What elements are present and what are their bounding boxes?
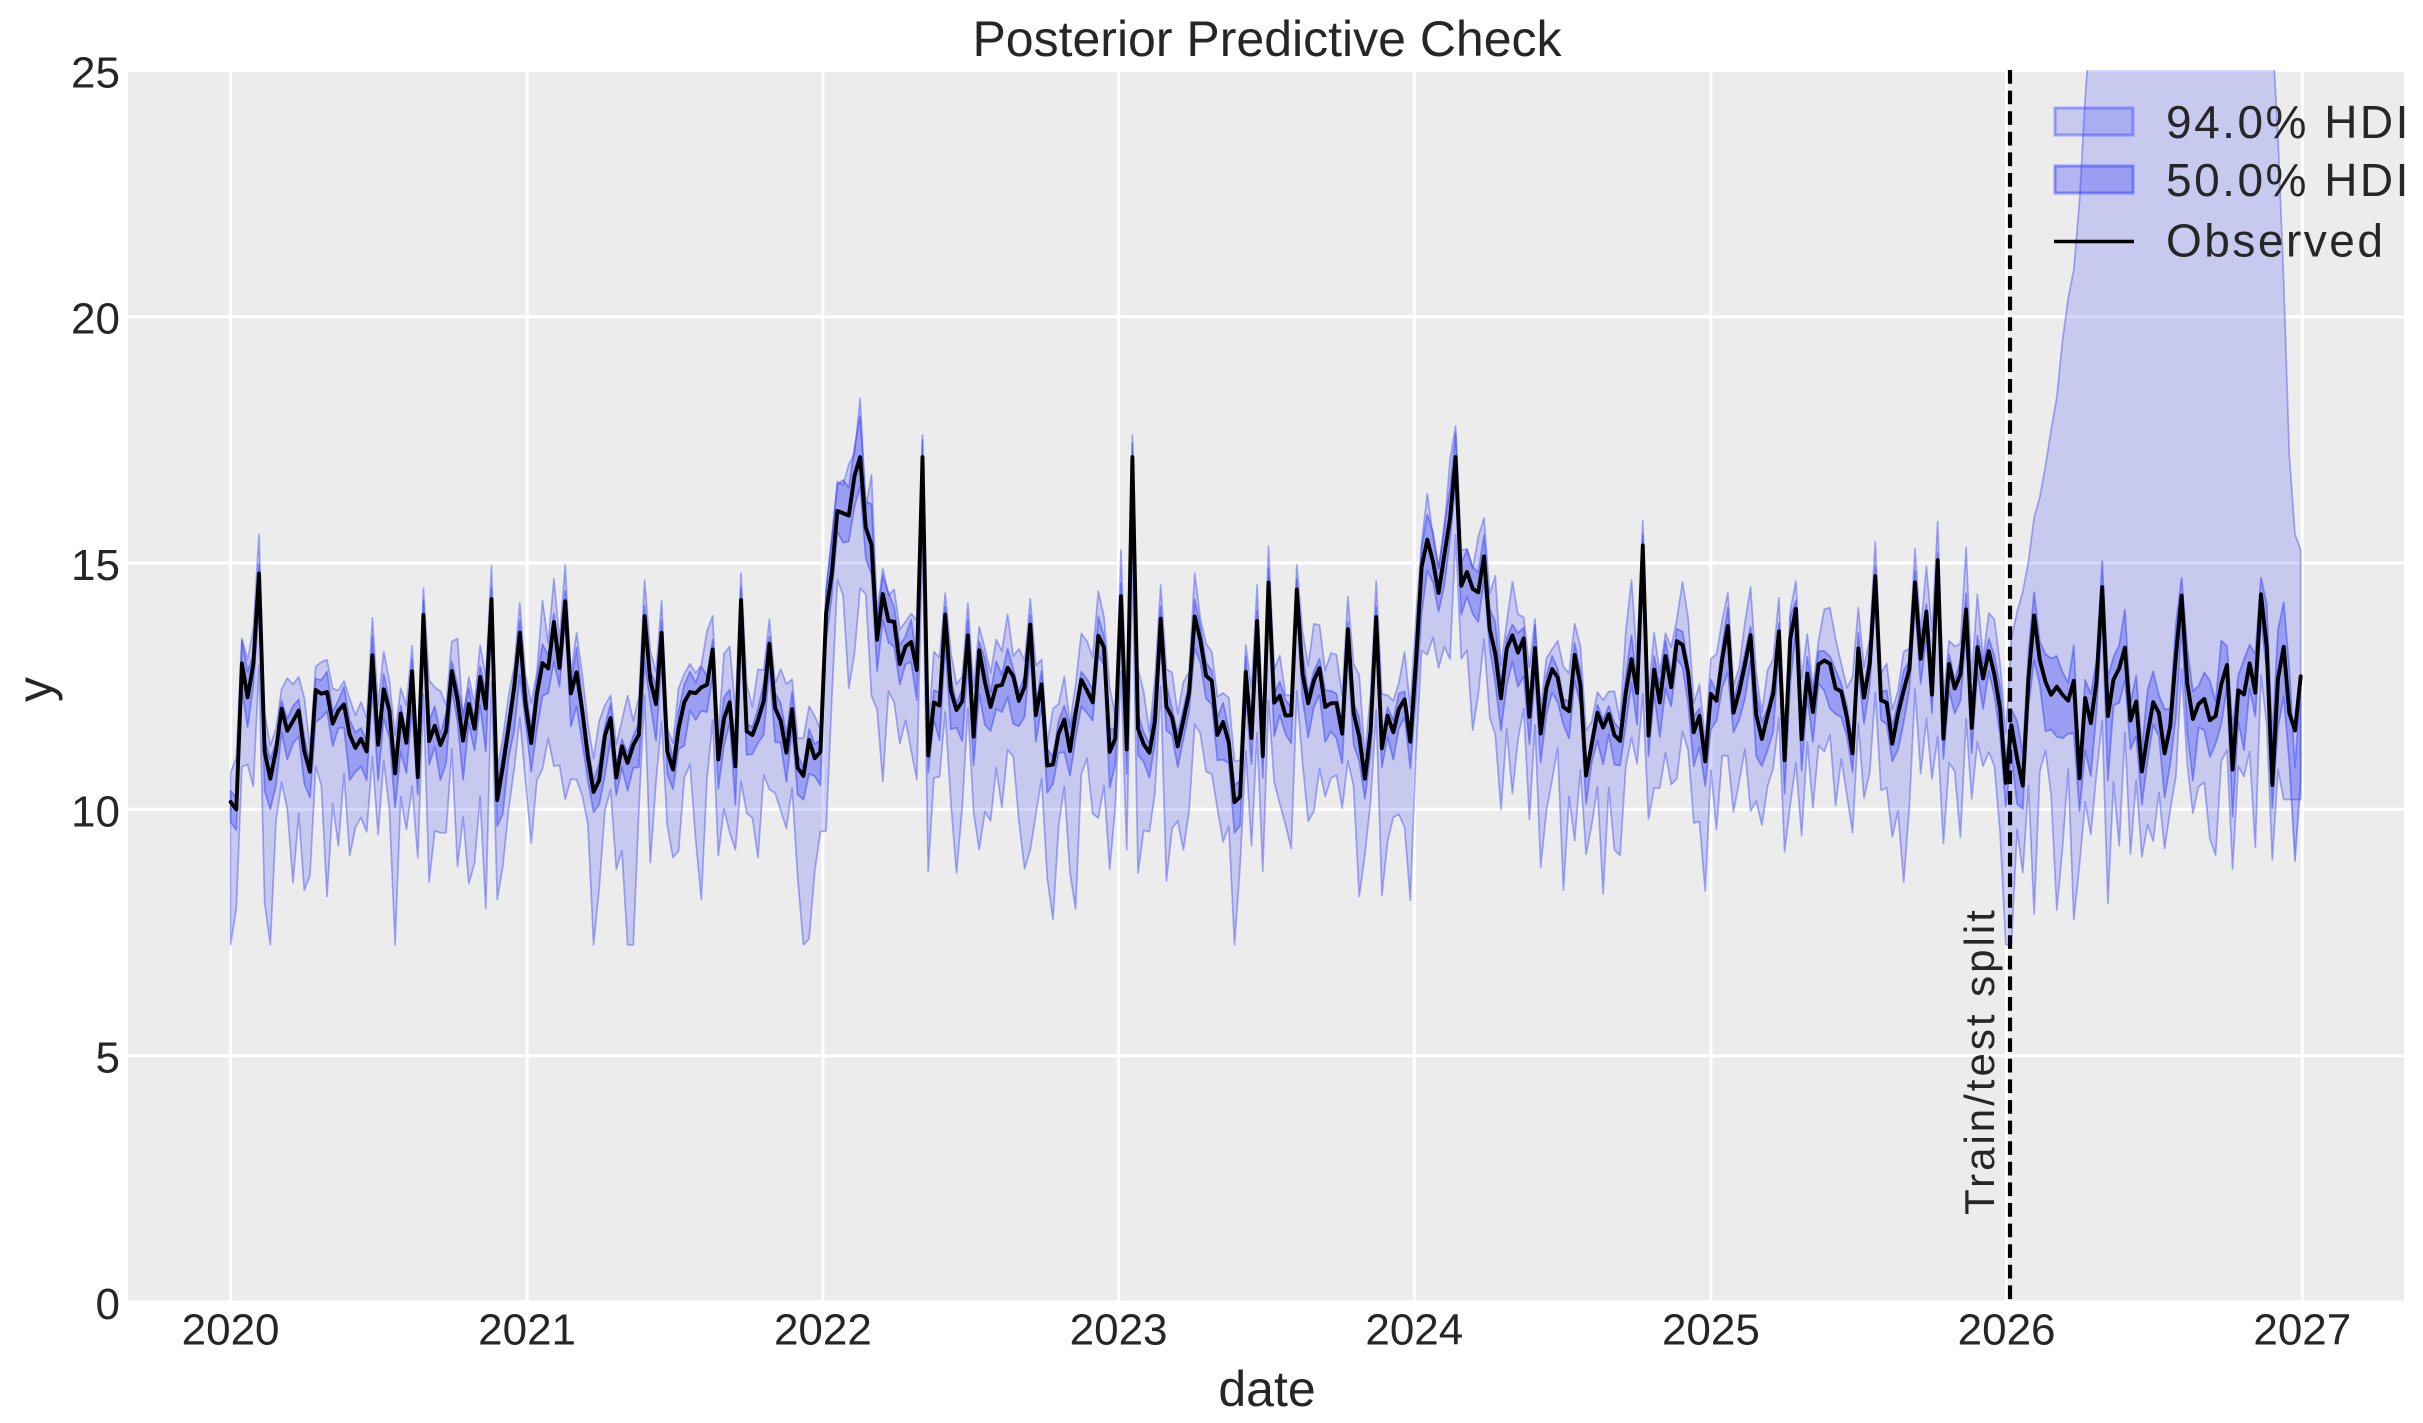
svg-text:0: 0	[96, 1280, 120, 1329]
svg-text:2026: 2026	[1958, 1306, 2056, 1355]
svg-text:date: date	[1218, 1361, 1315, 1417]
svg-text:Posterior Predictive Check: Posterior Predictive Check	[972, 11, 1562, 67]
svg-text:Train/test split: Train/test split	[1956, 907, 2003, 1215]
svg-text:2023: 2023	[1070, 1306, 1168, 1355]
svg-text:Observed: Observed	[2166, 215, 2385, 267]
svg-text:2021: 2021	[478, 1306, 576, 1355]
svg-text:2027: 2027	[2253, 1306, 2351, 1355]
svg-text:5: 5	[96, 1034, 120, 1083]
svg-text:10: 10	[71, 787, 120, 836]
svg-text:2024: 2024	[1365, 1306, 1463, 1355]
svg-text:2025: 2025	[1662, 1306, 1760, 1355]
svg-text:20: 20	[71, 295, 120, 344]
svg-text:2020: 2020	[182, 1306, 280, 1355]
svg-text:25: 25	[71, 48, 120, 97]
svg-text:15: 15	[71, 541, 120, 590]
svg-text:50.0% HDI: 50.0% HDI	[2166, 154, 2411, 206]
svg-text:y: y	[7, 677, 63, 702]
svg-text:94.0% HDI: 94.0% HDI	[2166, 96, 2411, 148]
svg-text:2022: 2022	[774, 1306, 872, 1355]
